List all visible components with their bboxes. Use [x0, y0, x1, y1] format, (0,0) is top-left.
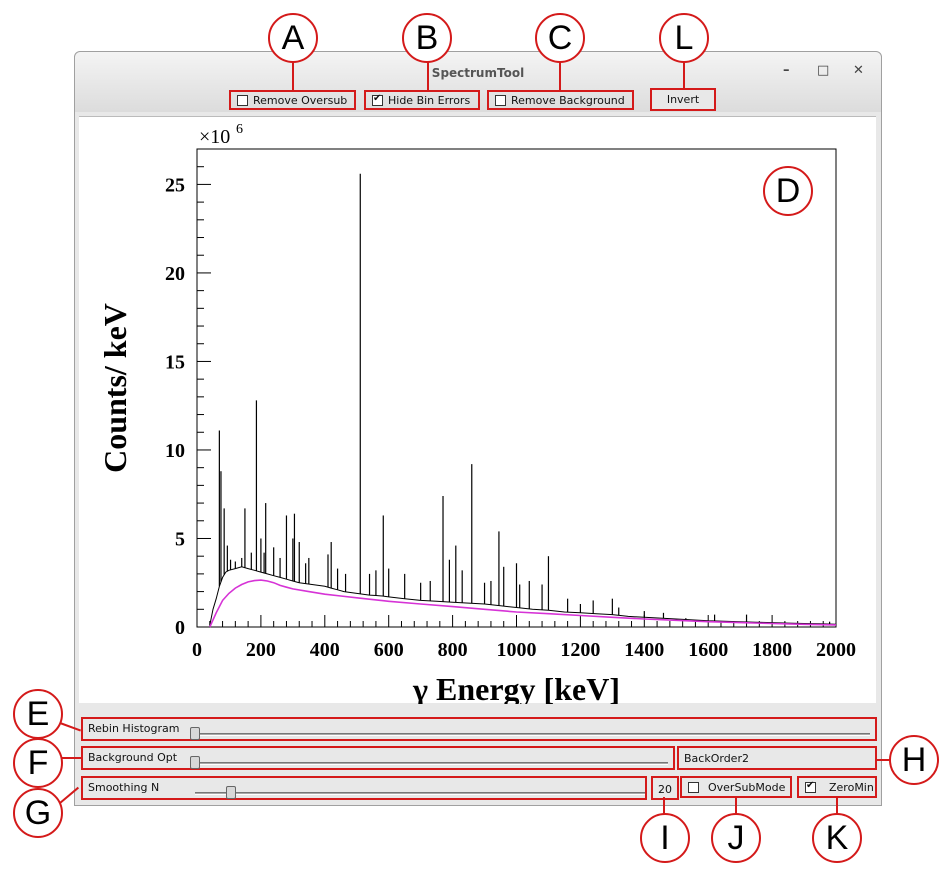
- x-tick-label: 1200: [560, 639, 600, 661]
- oversubmode-checkbox-box[interactable]: [688, 781, 699, 793]
- y-tick-label: 5: [175, 528, 185, 550]
- x-tick-label: 1400: [624, 639, 664, 661]
- leader-line-k: [836, 797, 838, 821]
- y-multiplier: ×10: [199, 126, 230, 148]
- y-tick-label: 0: [175, 617, 185, 639]
- y-axis-label: Counts/ keV: [97, 303, 133, 473]
- x-tick-label: 200: [246, 639, 276, 661]
- oversubmode-checkbox[interactable]: OverSubMode: [680, 776, 792, 798]
- x-axis-label: γ Energy [keV]: [412, 671, 620, 704]
- zeromin-label: ZeroMin: [829, 780, 874, 794]
- leader-line-b: [427, 61, 429, 90]
- annotation-marker-d: D: [763, 166, 813, 216]
- annotation-marker-i: I: [640, 813, 690, 863]
- x-tick-label: 400: [310, 639, 340, 661]
- annotation-marker-a: A: [268, 13, 318, 63]
- leader-line-l: [683, 61, 685, 88]
- background-fit-line: [209, 579, 837, 628]
- annotation-marker-c: C: [535, 13, 585, 63]
- background-mode-field[interactable]: BackOrder2: [677, 746, 877, 770]
- y-tick-label: 25: [165, 174, 185, 196]
- leader-line-a: [292, 61, 294, 90]
- hide-bin-errors-checkbox[interactable]: Hide Bin Errors: [364, 90, 480, 110]
- x-tick-label: 2000: [816, 639, 856, 661]
- leader-line-h: [877, 759, 891, 761]
- annotation-marker-f: F: [13, 738, 63, 788]
- hide-bin-errors-checkbox-box[interactable]: [372, 93, 383, 106]
- rebin-histogram-slider[interactable]: Rebin Histogram: [81, 717, 877, 741]
- leader-line-j: [735, 797, 737, 821]
- leader-line-i: [663, 797, 665, 821]
- background-opt-slider-thumb[interactable]: [190, 756, 200, 769]
- x-tick-label: 1000: [497, 639, 537, 661]
- y-tick-label: 10: [165, 440, 185, 462]
- x-tick-label: 0: [192, 639, 202, 661]
- close-button[interactable]: ✕: [853, 63, 864, 78]
- x-tick-label: 1800: [752, 639, 792, 661]
- background-opt-label: Background Opt: [88, 751, 178, 764]
- hide-bin-errors-label: Hide Bin Errors: [388, 93, 471, 107]
- rebin-track[interactable]: [190, 733, 870, 736]
- zeromin-checkbox-box[interactable]: [805, 780, 816, 793]
- rebin-slider-thumb[interactable]: [190, 727, 200, 740]
- spectrum-line: [209, 566, 837, 626]
- annotation-marker-h: H: [889, 735, 939, 785]
- rebin-histogram-label: Rebin Histogram: [88, 722, 180, 735]
- y-tick-label: 20: [165, 263, 185, 285]
- annotation-marker-e: E: [13, 689, 63, 739]
- background-opt-slider[interactable]: Background Opt: [81, 746, 675, 770]
- y-multiplier-exponent: 6: [236, 122, 243, 137]
- remove-oversub-checkbox-box[interactable]: [237, 94, 248, 106]
- window-title: SpectrumTool: [431, 66, 525, 80]
- invert-button[interactable]: Invert: [650, 88, 716, 111]
- x-tick-label: 1600: [688, 639, 728, 661]
- maximize-button[interactable]: □: [817, 63, 830, 78]
- minimize-button[interactable]: –: [783, 63, 790, 78]
- x-tick-label: 600: [374, 639, 404, 661]
- smoothing-label: Smoothing N: [88, 781, 160, 794]
- remove-background-checkbox[interactable]: Remove Background: [487, 90, 634, 110]
- remove-oversub-checkbox[interactable]: Remove Oversub: [229, 90, 356, 110]
- smoothing-track[interactable]: [195, 792, 645, 795]
- annotation-marker-l: L: [659, 13, 709, 63]
- leader-line-f: [62, 757, 82, 759]
- spectrum-canvas[interactable]: 0 200 400 600 800 1000 1200 1400 1600 1800 2000 0 5 1…: [79, 116, 876, 707]
- leader-line-c: [559, 61, 561, 90]
- background-mode-value: BackOrder2: [684, 752, 749, 765]
- smoothing-slider[interactable]: Smoothing N: [81, 776, 647, 800]
- background-opt-track[interactable]: [190, 762, 668, 765]
- smoothing-slider-thumb[interactable]: [225, 786, 236, 799]
- annotation-marker-g: G: [13, 788, 63, 838]
- smoothing-value: 20: [658, 783, 672, 796]
- spectrum-chart[interactable]: 0 200 400 600 800 1000 1200 1400 1600 1800 2000 0 5 1…: [79, 117, 876, 707]
- annotation-marker-b: B: [402, 13, 452, 63]
- annotation-marker-k: K: [812, 813, 862, 863]
- remove-oversub-label: Remove Oversub: [253, 93, 348, 107]
- oversubmode-label: OverSubMode: [708, 780, 786, 794]
- remove-background-checkbox-box[interactable]: [495, 94, 506, 106]
- annotation-marker-j: J: [711, 813, 761, 863]
- remove-background-label: Remove Background: [511, 93, 625, 107]
- smoothing-value-field[interactable]: 20: [651, 776, 679, 800]
- zeromin-checkbox[interactable]: ZeroMin: [797, 776, 877, 798]
- y-tick-label: 15: [165, 351, 185, 373]
- x-tick-label: 800: [438, 639, 468, 661]
